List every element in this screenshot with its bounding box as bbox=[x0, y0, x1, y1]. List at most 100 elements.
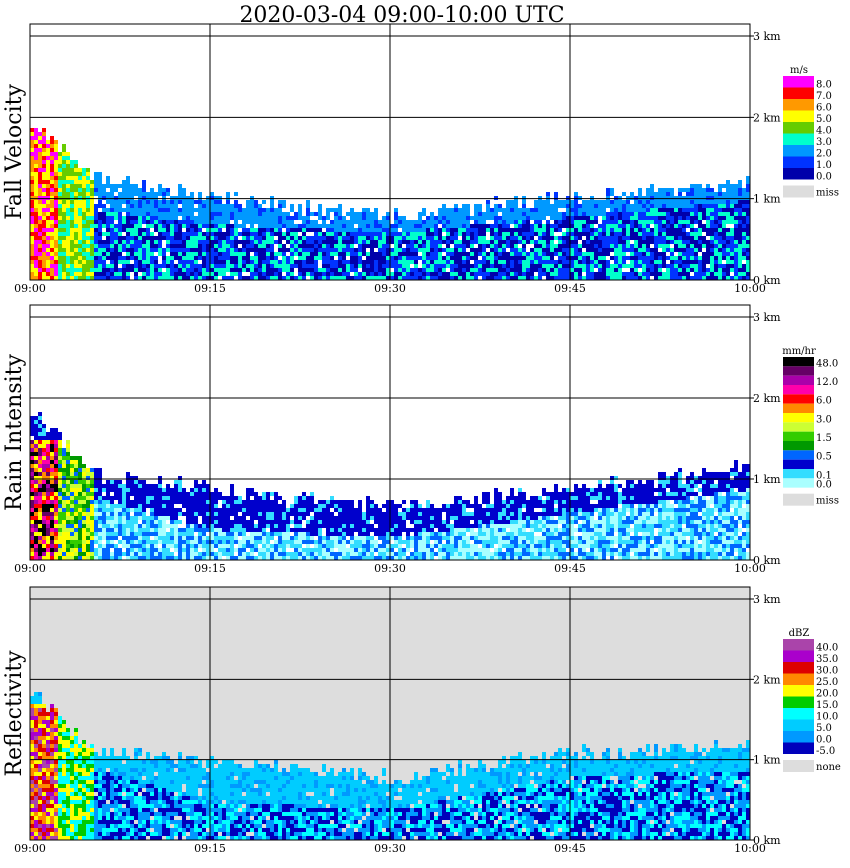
data-cell bbox=[590, 244, 594, 248]
data-cell bbox=[678, 264, 682, 268]
data-cell bbox=[50, 452, 54, 456]
data-cell bbox=[250, 220, 254, 224]
data-cell bbox=[46, 236, 50, 240]
data-cell bbox=[210, 208, 214, 212]
data-cell bbox=[526, 260, 530, 264]
data-cell bbox=[538, 212, 542, 216]
data-cell bbox=[702, 252, 706, 256]
data-cell bbox=[738, 244, 742, 248]
data-cell bbox=[582, 208, 586, 212]
data-cell bbox=[138, 504, 142, 508]
data-cell bbox=[214, 508, 218, 512]
data-cell bbox=[202, 204, 206, 208]
data-cell bbox=[34, 220, 38, 224]
data-cell bbox=[314, 268, 318, 272]
data-cell bbox=[374, 264, 378, 268]
data-cell bbox=[46, 536, 50, 540]
data-cell bbox=[746, 236, 750, 240]
data-cell bbox=[442, 264, 446, 268]
data-cell bbox=[290, 232, 294, 236]
data-cell bbox=[102, 232, 106, 236]
data-cell bbox=[274, 260, 278, 264]
data-cell bbox=[322, 276, 326, 280]
data-cell bbox=[498, 236, 502, 240]
data-cell bbox=[142, 272, 146, 276]
data-cell bbox=[586, 216, 590, 220]
data-cell bbox=[30, 532, 34, 536]
data-cell bbox=[322, 272, 326, 276]
data-cell bbox=[234, 200, 238, 204]
data-cell bbox=[542, 256, 546, 260]
data-cell bbox=[542, 264, 546, 268]
data-cell bbox=[498, 264, 502, 268]
data-cell bbox=[582, 212, 586, 216]
data-cell bbox=[178, 556, 182, 560]
data-cell bbox=[54, 496, 58, 500]
data-cell bbox=[502, 276, 506, 280]
data-cell bbox=[554, 200, 558, 204]
data-cell bbox=[462, 268, 466, 272]
data-cell bbox=[194, 228, 198, 232]
data-cell bbox=[574, 252, 578, 256]
data-cell bbox=[66, 192, 70, 196]
data-cell bbox=[46, 480, 50, 484]
data-cell bbox=[418, 236, 422, 240]
data-cell bbox=[322, 264, 326, 268]
data-cell bbox=[42, 444, 46, 448]
data-cell bbox=[254, 512, 258, 516]
data-cell bbox=[30, 448, 34, 452]
data-cell bbox=[66, 228, 70, 232]
data-cell bbox=[326, 208, 330, 212]
data-cell bbox=[598, 236, 602, 240]
data-cell bbox=[626, 236, 630, 240]
data-cell bbox=[134, 200, 138, 204]
data-cell bbox=[118, 516, 122, 520]
data-cell bbox=[658, 256, 662, 260]
data-cell bbox=[502, 260, 506, 264]
data-cell bbox=[110, 184, 114, 188]
data-cell bbox=[338, 216, 342, 220]
data-cell bbox=[714, 196, 718, 200]
data-cell bbox=[62, 236, 66, 240]
data-cell bbox=[654, 220, 658, 224]
data-cell bbox=[62, 228, 66, 232]
data-cell bbox=[82, 204, 86, 208]
data-cell bbox=[178, 536, 182, 540]
data-cell bbox=[526, 232, 530, 236]
data-cell bbox=[262, 524, 266, 528]
data-cell bbox=[50, 168, 54, 172]
data-cell bbox=[258, 504, 262, 508]
data-cell bbox=[66, 548, 70, 552]
data-cell bbox=[594, 232, 598, 236]
data-cell bbox=[194, 556, 198, 560]
data-cell bbox=[162, 528, 166, 532]
data-cell bbox=[38, 192, 42, 196]
data-cell bbox=[314, 244, 318, 248]
data-cell bbox=[394, 236, 398, 240]
data-cell bbox=[718, 212, 722, 216]
data-cell bbox=[70, 480, 74, 484]
data-cell bbox=[630, 268, 634, 272]
data-cell bbox=[186, 508, 190, 512]
data-cell bbox=[622, 200, 626, 204]
data-cell bbox=[174, 492, 178, 496]
data-cell bbox=[622, 272, 626, 276]
data-cell bbox=[238, 252, 242, 256]
data-cell bbox=[34, 224, 38, 228]
data-cell bbox=[190, 552, 194, 556]
data-cell bbox=[42, 508, 46, 512]
data-cell bbox=[158, 184, 162, 188]
data-cell bbox=[510, 272, 514, 276]
data-cell bbox=[514, 244, 518, 248]
data-cell bbox=[70, 184, 74, 188]
data-cell bbox=[34, 148, 38, 152]
data-cell bbox=[698, 244, 702, 248]
data-cell bbox=[62, 152, 66, 156]
data-cell bbox=[426, 268, 430, 272]
data-cell bbox=[582, 260, 586, 264]
data-cell bbox=[470, 268, 474, 272]
data-cell bbox=[34, 512, 38, 516]
data-cell bbox=[462, 236, 466, 240]
data-cell bbox=[50, 240, 54, 244]
